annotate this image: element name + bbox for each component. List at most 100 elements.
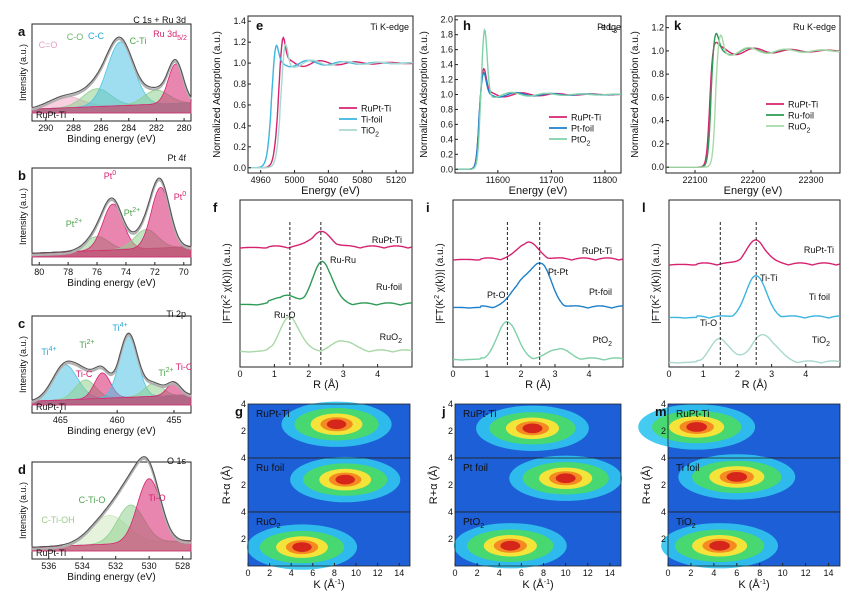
x-tick-label: 10 xyxy=(778,568,788,578)
panel-title: Ti K-edge xyxy=(370,22,409,32)
legend-entry: Ru-foil xyxy=(788,111,814,121)
x-tick-label: 0 xyxy=(666,369,671,379)
fit-envelope-line xyxy=(31,36,192,109)
x-tick-label: 534 xyxy=(75,561,90,571)
x-tick-label: 2 xyxy=(475,568,480,578)
series-label: RuPt-Ti xyxy=(582,246,612,256)
x-axis-label: R (Å) xyxy=(525,378,551,391)
y-tick-label: 2 xyxy=(661,534,666,544)
series-label: TiO2 xyxy=(812,335,830,348)
x-tick-label: 2 xyxy=(306,369,311,379)
panel-letter: d xyxy=(18,462,26,477)
raw-data-line xyxy=(31,178,192,257)
heat-contour-red xyxy=(686,422,707,432)
x-tick-label: 6 xyxy=(734,568,739,578)
heatmap-row-frame xyxy=(667,511,841,567)
x-tick-label: 70 xyxy=(179,267,189,277)
ft-series-Ptfoil xyxy=(452,262,623,309)
x-tick-label: 14 xyxy=(824,568,834,578)
series-label: Ru-Ru xyxy=(330,255,356,265)
y-tick-label: 0.0 xyxy=(233,163,246,173)
x-tick-label: 11700 xyxy=(539,175,563,185)
component-peak-TiC xyxy=(31,382,192,406)
y-tick-label: 0.0 xyxy=(651,162,664,172)
legend-entry: RuPt-Ti xyxy=(788,100,818,110)
y-tick-label: 0.6 xyxy=(651,92,664,102)
x-axis-label: Binding energy (eV) xyxy=(67,134,155,145)
heatmap-row-label: Pt foil xyxy=(463,463,488,474)
x-tick-label: 22300 xyxy=(798,175,823,185)
y-tick-label: 4 xyxy=(241,399,246,409)
x-tick-label: 5120 xyxy=(386,175,406,185)
x-tick-label: 8 xyxy=(757,568,762,578)
y-axis-label: Normalized Adsorption (a.u.) xyxy=(212,31,223,158)
y-tick-label: 4 xyxy=(448,453,453,463)
peak-label: C-Ti-O xyxy=(79,495,106,505)
sample-label: RuPt-Ti xyxy=(36,110,66,120)
fit-envelope-line xyxy=(31,456,191,548)
y-tick-label: 0.0 xyxy=(440,164,453,174)
x-tick-label: 11800 xyxy=(593,175,617,185)
x-tick-label: 0 xyxy=(665,568,670,578)
y-axis-label: |FT(K2 χ(k))| (a.u.) xyxy=(434,243,446,323)
y-tick-label: 4 xyxy=(241,453,246,463)
xps-frame-a xyxy=(31,23,192,122)
series-label: RuO2 xyxy=(380,332,403,345)
y-tick-label: 2 xyxy=(241,534,246,544)
xps-frame-c xyxy=(31,315,192,414)
x-axis-label: Binding energy (eV) xyxy=(67,426,155,437)
panel-letter: b xyxy=(18,168,26,183)
y-tick-label: 1.2 xyxy=(233,37,246,47)
y-axis-label: R+α (Å) xyxy=(427,466,440,504)
y-tick-label: 2 xyxy=(241,426,246,436)
x-tick-label: 528 xyxy=(175,561,190,571)
x-tick-label: 6 xyxy=(519,568,524,578)
x-tick-label: 12 xyxy=(373,568,383,578)
x-tick-label: 530 xyxy=(142,561,157,571)
heatmap-row-label: RuPt-Ti xyxy=(256,409,290,420)
panel-title: Pt 4f xyxy=(167,153,186,163)
x-tick-label: 5000 xyxy=(285,175,305,185)
x-tick-label: 10 xyxy=(561,568,571,578)
y-tick-label: 1.2 xyxy=(440,75,453,85)
series-label: Pt-O xyxy=(487,290,506,300)
x-tick-label: 5080 xyxy=(352,175,372,185)
x-tick-label: 284 xyxy=(121,123,136,133)
x-axis-label: Binding energy (eV) xyxy=(67,572,155,583)
x-axis-label: Energy (eV) xyxy=(724,185,783,197)
panel-letter: c xyxy=(18,316,25,331)
x-tick-label: 2 xyxy=(688,568,693,578)
xanes-frame-e xyxy=(247,15,414,174)
peak-label: Ti2+ xyxy=(158,367,173,378)
y-tick-label: 1.4 xyxy=(233,16,246,26)
panel-letter: f xyxy=(213,200,218,215)
y-axis-label: Normalized Adsorption (a.u.) xyxy=(630,31,641,158)
ft-series-PtO2 xyxy=(452,321,624,361)
heatmap-row-label: RuPt-Ti xyxy=(676,409,710,420)
fit-envelope-line xyxy=(31,177,192,254)
x-tick-label: 4 xyxy=(375,369,380,379)
x-tick-label: 10 xyxy=(351,568,361,578)
heat-contour-red xyxy=(292,542,312,552)
x-tick-label: 5040 xyxy=(318,175,338,185)
y-tick-label: 1.0 xyxy=(233,58,246,68)
legend-entry: RuO2 xyxy=(788,122,811,135)
y-tick-label: 0.6 xyxy=(233,100,246,110)
peak-label: Pt2+ xyxy=(124,207,141,218)
panel-letter: g xyxy=(235,404,243,419)
y-tick-label: 4 xyxy=(448,399,453,409)
x-tick-label: 280 xyxy=(177,123,192,133)
y-tick-label: 4 xyxy=(241,507,246,517)
heat-contour-red xyxy=(500,540,521,551)
sample-label: RuPt-Ti xyxy=(36,402,66,412)
xps-frame-d xyxy=(31,461,192,560)
raw-data-line xyxy=(31,457,191,551)
legend-entry: TiO2 xyxy=(361,126,379,139)
x-tick-label: 22100 xyxy=(682,175,707,185)
y-tick-label: 4 xyxy=(448,507,453,517)
y-tick-label: 1.0 xyxy=(651,46,664,56)
x-tick-label: 290 xyxy=(38,123,53,133)
x-tick-label: 72 xyxy=(150,267,160,277)
x-axis-label: Energy (eV) xyxy=(509,185,568,197)
